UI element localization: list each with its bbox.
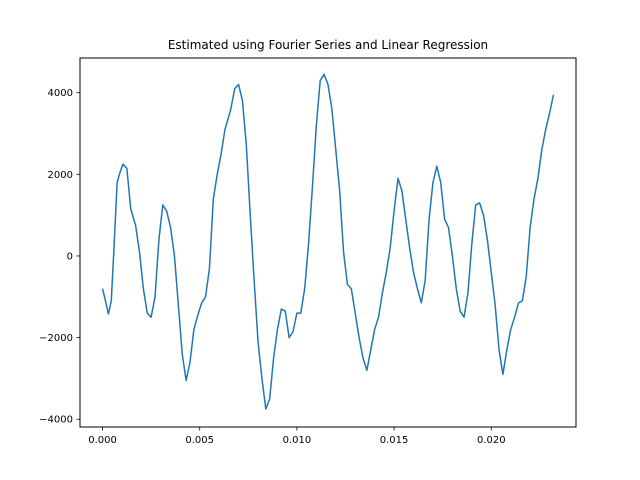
chart-title: Estimated using Fourier Series and Linea… <box>168 38 488 52</box>
axes-frame <box>79 57 577 428</box>
plot-area <box>101 73 555 410</box>
y-axis: −4000 −2000 0 2000 4000 <box>39 88 80 426</box>
y-tick-label: 2000 <box>48 170 73 181</box>
x-tick-label: 0.005 <box>185 435 214 446</box>
x-tick-label: 0.015 <box>380 435 409 446</box>
x-tick-label: 0.020 <box>477 435 506 446</box>
y-tick-label: −2000 <box>39 333 73 344</box>
x-axis: 0.000 0.005 0.010 0.015 0.020 <box>88 427 506 446</box>
y-tick-label: 4000 <box>48 88 73 99</box>
y-tick-label: −4000 <box>39 415 73 426</box>
series-line-0 <box>101 73 555 410</box>
y-tick-label: 0 <box>67 251 73 262</box>
x-tick-label: 0.010 <box>283 435 312 446</box>
x-tick-label: 0.000 <box>88 435 117 446</box>
